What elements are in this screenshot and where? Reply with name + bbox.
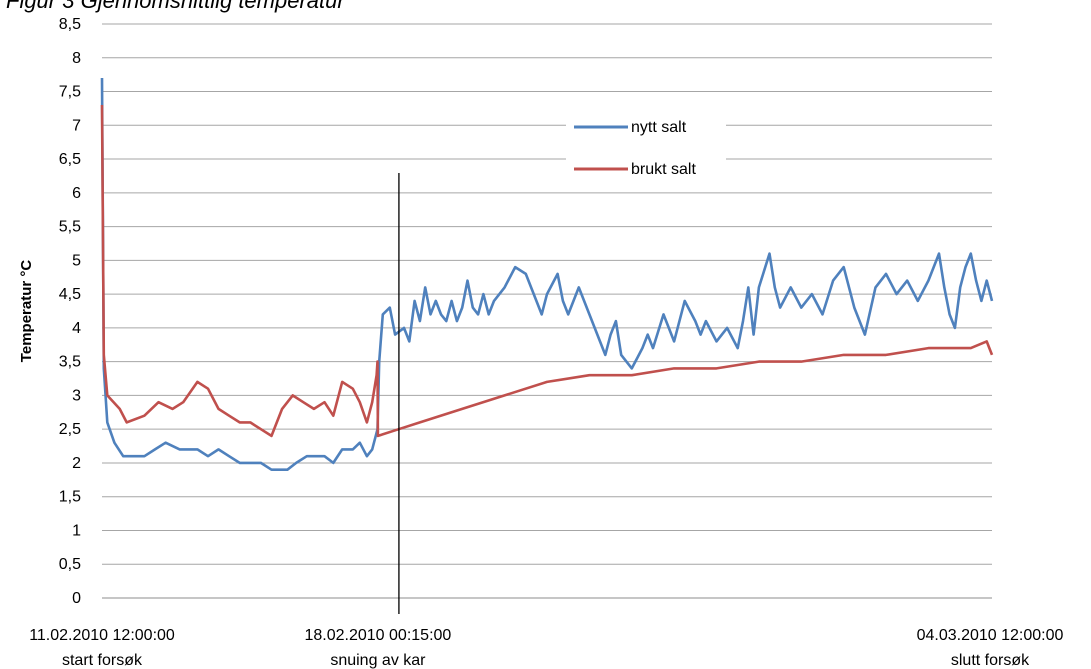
x-tick-label-date: 04.03.2010 12:00:00 <box>917 627 1064 644</box>
figure-caption-fragment: Figur 3 Gjennomsnittlig temperatur <box>6 0 346 13</box>
y-tick-label: 3,5 <box>59 354 81 371</box>
y-tick-label: 5,5 <box>59 219 81 236</box>
legend: nytt salt brukt salt <box>566 116 726 180</box>
x-tick-label-date: 18.02.2010 00:15:00 <box>305 627 452 644</box>
y-tick-label: 2,5 <box>59 421 81 438</box>
y-tick-label: 8 <box>72 50 81 67</box>
y-tick-label: 6 <box>72 185 81 202</box>
data-series <box>100 77 994 471</box>
y-tick-label: 1,5 <box>59 489 81 506</box>
y-tick-label: 1 <box>72 522 81 539</box>
x-tick-label-note: slutt forsøk <box>951 652 1030 669</box>
legend-background <box>566 116 726 138</box>
y-tick-label: 8,5 <box>59 16 81 33</box>
legend-label: brukt salt <box>631 161 696 178</box>
y-axis-label: Temperatur °C <box>18 260 35 363</box>
legend-background <box>566 158 726 180</box>
x-tick-label-note: snuing av kar <box>330 652 426 669</box>
series-line-nytt-salt <box>100 77 994 471</box>
y-tick-label: 7,5 <box>59 84 81 101</box>
y-tick-label: 4,5 <box>59 286 81 303</box>
y-axis-tick-labels: 0 0,5 1 1,5 2 2,5 3 3,5 4 4,5 5 5,5 6 6,5 7 7,5 8 8,5 <box>59 16 81 607</box>
y-tick-label: 3 <box>72 387 81 404</box>
gridlines <box>102 23 992 599</box>
legend-label: nytt salt <box>631 119 687 136</box>
x-tick-label-date: 11.02.2010 12:00:00 <box>29 627 175 644</box>
y-tick-label: 6,5 <box>59 151 81 168</box>
y-tick-label: 7 <box>72 117 81 134</box>
y-tick-label: 5 <box>72 252 81 269</box>
x-axis-tick-labels: 11.02.2010 12:00:00 start forsøk 18.02.201… <box>29 627 1063 669</box>
y-tick-label: 4 <box>72 320 81 337</box>
series-line-brukt-salt <box>100 104 994 438</box>
y-tick-label: 2 <box>72 455 81 472</box>
y-tick-label: 0 <box>72 590 81 607</box>
x-tick-label-note: start forsøk <box>62 652 143 669</box>
y-tick-label: 0,5 <box>59 556 81 573</box>
